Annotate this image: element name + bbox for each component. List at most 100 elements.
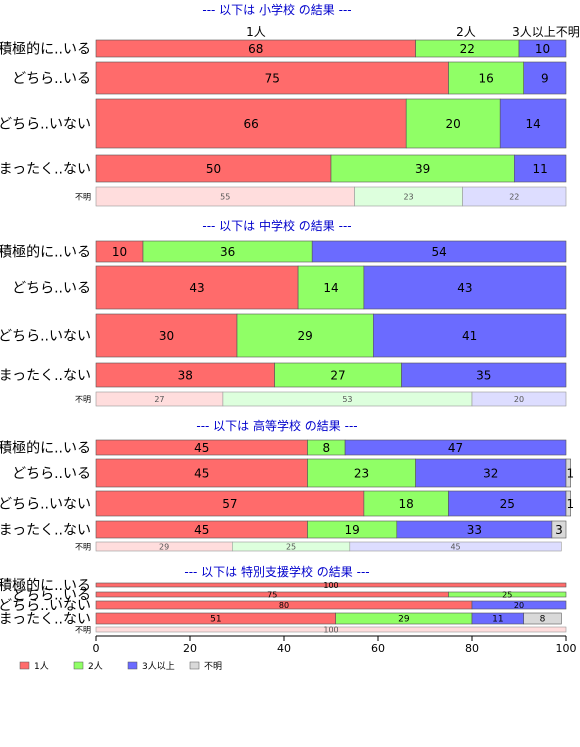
data-label: 19 — [345, 523, 360, 537]
data-label: 18 — [399, 497, 414, 511]
data-label: 75 — [265, 71, 280, 85]
panel-title-2: --- 以下は 高等学校 の結果 --- — [196, 418, 357, 433]
bar-segment — [274, 362, 402, 388]
data-label: 32 — [483, 466, 498, 480]
data-label: 22 — [509, 192, 519, 201]
column-label: 2人 — [456, 25, 476, 39]
panel-title-0: --- 以下は 小学校 の結果 --- — [202, 2, 351, 17]
row-label: どちら..いない — [0, 329, 91, 345]
bar-segment — [471, 600, 567, 610]
row-label: 積極的に..いる — [0, 441, 91, 457]
row-label: どちら..いない — [0, 497, 91, 513]
bar-segment — [448, 490, 567, 517]
bar-segment — [95, 582, 567, 588]
data-label: 23 — [403, 192, 413, 201]
bar-segment — [565, 490, 571, 517]
row-label: 積極的に..いる — [0, 245, 91, 261]
bar-segment — [236, 313, 374, 358]
legend-label: 3人以上 — [142, 661, 175, 672]
bar-segment — [297, 265, 365, 310]
bar-segment — [513, 154, 567, 183]
row-label: まったく..ない — [0, 612, 91, 628]
data-label: 100 — [323, 581, 338, 590]
bar-segment — [448, 591, 567, 598]
data-label: 1 — [567, 466, 575, 480]
bar-segment — [95, 154, 332, 183]
data-label: 54 — [431, 245, 446, 259]
panel-title-3: --- 以下は 特別支援学校 の結果 --- — [184, 564, 369, 579]
bar-segment — [471, 391, 567, 407]
data-label: 14 — [323, 281, 338, 295]
data-label: 20 — [514, 395, 524, 404]
bar-segment — [518, 39, 567, 58]
column-label: 3人以上不明 — [512, 25, 580, 39]
panel-title-1: --- 以下は 中学校 の結果 --- — [202, 218, 351, 233]
bar-segment — [405, 98, 501, 149]
x-tick-label: 100 — [556, 642, 577, 655]
bar-segment — [363, 265, 567, 310]
row-label: まったく..ない — [0, 523, 91, 539]
x-tick-label: 20 — [183, 642, 197, 655]
data-label: 50 — [206, 162, 221, 176]
data-label: 53 — [342, 395, 352, 404]
row-label: どちら..いる — [12, 466, 91, 482]
data-label: 3 — [555, 523, 563, 537]
bar-segment — [344, 439, 567, 456]
data-label: 10 — [535, 42, 550, 56]
bar-segment — [499, 98, 567, 149]
data-label: 9 — [541, 71, 549, 85]
bar-segment — [363, 490, 449, 517]
data-label: 41 — [462, 329, 477, 343]
legend-label: 不明 — [204, 661, 222, 672]
data-label: 68 — [248, 42, 263, 56]
data-label: 16 — [478, 71, 493, 85]
bar-segment — [448, 61, 524, 95]
data-label: 45 — [194, 523, 209, 537]
x-tick-label: 60 — [371, 642, 385, 655]
legend-swatch — [73, 661, 84, 670]
bar-segment — [330, 154, 515, 183]
data-label: 27 — [330, 368, 345, 382]
x-tick-label: 80 — [465, 642, 479, 655]
row-label: 不明 — [75, 193, 91, 202]
row-label: どちら..いる — [12, 281, 91, 297]
row-label: 不明 — [75, 626, 91, 635]
data-label: 47 — [448, 441, 463, 455]
data-label: 23 — [354, 466, 369, 480]
data-label: 20 — [446, 117, 461, 131]
data-label: 80 — [279, 601, 289, 610]
bar-segment — [401, 362, 567, 388]
row-label: 積極的に..いる — [0, 42, 91, 58]
x-tick-label: 40 — [277, 642, 291, 655]
data-label: 51 — [210, 615, 221, 625]
data-label: 29 — [398, 615, 410, 625]
data-label: 75 — [267, 590, 277, 599]
bar-segment — [311, 240, 567, 263]
legend-label: 1人 — [34, 661, 49, 672]
data-label: 27 — [154, 395, 164, 404]
row-label: まったく..ない — [0, 162, 91, 178]
data-label: 100 — [323, 625, 338, 634]
data-label: 11 — [533, 162, 548, 176]
bar-segment — [95, 265, 299, 310]
data-label: 45 — [450, 542, 460, 551]
row-label: どちら..いる — [12, 71, 91, 87]
legend-swatch — [127, 661, 138, 670]
bar-segment — [95, 490, 365, 517]
bar-segment — [523, 612, 562, 625]
data-label: 22 — [460, 42, 475, 56]
data-label: 38 — [178, 368, 193, 382]
data-label: 1 — [567, 497, 575, 511]
data-label: 55 — [220, 192, 230, 201]
bar-segment — [349, 541, 562, 552]
bar-segment — [415, 458, 567, 488]
legend-swatch — [19, 661, 30, 670]
data-label: 45 — [194, 441, 209, 455]
row-label: 不明 — [75, 543, 91, 552]
row-label: どちら..いる — [12, 588, 91, 604]
legend-swatch — [189, 661, 200, 670]
data-label: 30 — [159, 329, 174, 343]
data-label: 20 — [514, 601, 524, 610]
data-label: 45 — [194, 466, 209, 480]
data-label: 36 — [220, 245, 235, 259]
